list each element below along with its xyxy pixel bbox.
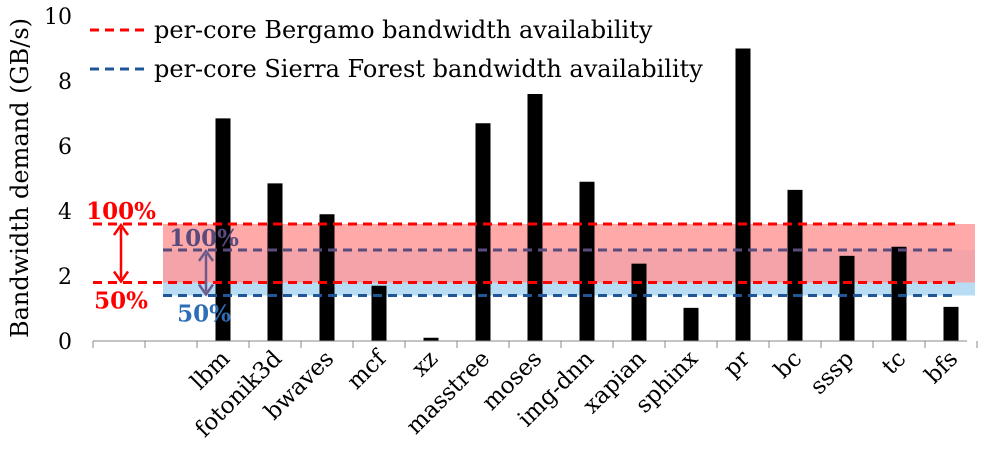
range-markers: 100% 50% 100% 50%	[86, 198, 239, 328]
legend-label-sierra-forest: per-core Sierra Forest bandwidth availab…	[154, 55, 703, 83]
bergamo-50-label: 50%	[94, 288, 148, 315]
sierra-forest-range-arrow-head-down	[197, 283, 215, 297]
y-axis-label: Bandwidth demand (GB/s)	[6, 18, 34, 338]
bar-xapian	[631, 263, 647, 341]
bar-pr	[735, 48, 751, 341]
x-tick-label-bfs: bfs	[920, 346, 963, 389]
sierra-forest-range-arrow	[197, 248, 215, 297]
bar-tc	[891, 246, 907, 341]
bar-bwaves	[319, 214, 335, 341]
bar-bc	[787, 189, 803, 341]
y-tick-label: 8	[58, 70, 72, 95]
bergamo-range-arrow	[112, 222, 130, 284]
reference-lines-group	[93, 222, 955, 297]
y-tick-label: 4	[58, 200, 72, 225]
bar-xz	[423, 337, 439, 341]
legend: per-core Bergamo bandwidth availability p…	[90, 16, 703, 83]
bergamo-100-label: 100%	[86, 198, 156, 225]
y-tick-label: 10	[44, 5, 72, 30]
x-tick-label-tc: tc	[877, 346, 911, 380]
bar-sssp	[839, 255, 855, 341]
legend-label-bergamo: per-core Bergamo bandwidth availability	[154, 16, 653, 44]
y-tick-label: 2	[58, 265, 72, 290]
bergamo-range-arrow-head-up	[112, 222, 130, 236]
sierra-forest-50-label: 50%	[177, 301, 231, 328]
x-tick-label-mcf: mcf	[342, 345, 392, 395]
bar-img-dnn	[579, 181, 595, 341]
bar-moses	[527, 94, 543, 341]
bar-masstree	[475, 123, 491, 341]
y-tick-label: 6	[58, 135, 72, 160]
x-tick-label-bc: bc	[769, 346, 807, 384]
bar-bfs	[943, 306, 959, 341]
bergamo-range-arrow-head-down	[112, 270, 130, 284]
x-tick-label-xz: xz	[407, 346, 443, 382]
y-tick-label: 0	[58, 330, 72, 355]
bar-sphinx	[683, 307, 699, 341]
bar-lbm	[215, 118, 231, 341]
x-tick-label-sssp: sssp	[805, 346, 859, 400]
sierra-forest-range-arrow-head-up	[197, 248, 215, 262]
bar-mcf	[371, 285, 387, 341]
x-tick-label-pr: pr	[719, 346, 756, 383]
bar-fotonik3d	[267, 183, 283, 341]
bars-group	[215, 48, 959, 341]
sierra-forest-100-label: 100%	[169, 225, 239, 252]
